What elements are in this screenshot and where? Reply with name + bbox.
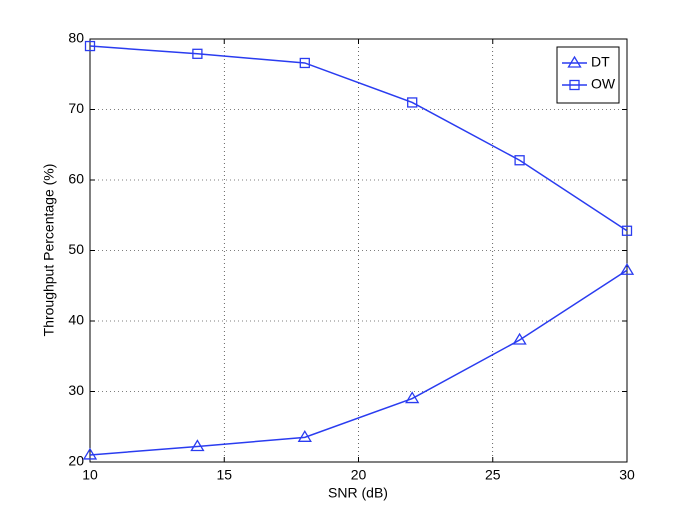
x-axis-label: SNR (dB) bbox=[328, 485, 388, 501]
marker bbox=[299, 57, 310, 69]
legend-label: OW bbox=[591, 76, 616, 92]
y-tick-label: 80 bbox=[68, 30, 84, 46]
y-tick-label: 20 bbox=[68, 453, 84, 469]
marker bbox=[405, 391, 420, 404]
plot-frame bbox=[89, 38, 628, 463]
y-tick-label: 50 bbox=[68, 241, 84, 257]
legend-label: DT bbox=[591, 54, 610, 70]
y-tick-label: 60 bbox=[68, 171, 84, 187]
marker bbox=[190, 439, 205, 452]
x-tick-label: 25 bbox=[485, 467, 501, 483]
y-tick-label: 30 bbox=[68, 382, 84, 398]
x-tick-label: 10 bbox=[82, 467, 98, 483]
x-tick-label: 15 bbox=[216, 467, 232, 483]
marker bbox=[82, 447, 98, 460]
marker bbox=[297, 430, 312, 442]
marker bbox=[512, 332, 527, 345]
series-line bbox=[89, 269, 628, 456]
y-tick-label: 40 bbox=[68, 312, 84, 328]
x-tick-label: 30 bbox=[619, 467, 635, 483]
marker bbox=[621, 225, 633, 236]
marker bbox=[84, 40, 96, 52]
marker bbox=[192, 48, 203, 59]
series-line bbox=[89, 45, 628, 232]
marker bbox=[407, 97, 418, 108]
y-tick-label: 70 bbox=[68, 100, 84, 116]
marker bbox=[569, 79, 580, 91]
marker bbox=[514, 155, 525, 166]
x-tick-label: 20 bbox=[351, 467, 367, 483]
y-axis-label: Throughput Percentage (%) bbox=[41, 164, 57, 337]
legend-box bbox=[556, 46, 620, 104]
marker bbox=[567, 55, 582, 68]
marker bbox=[619, 262, 635, 275]
